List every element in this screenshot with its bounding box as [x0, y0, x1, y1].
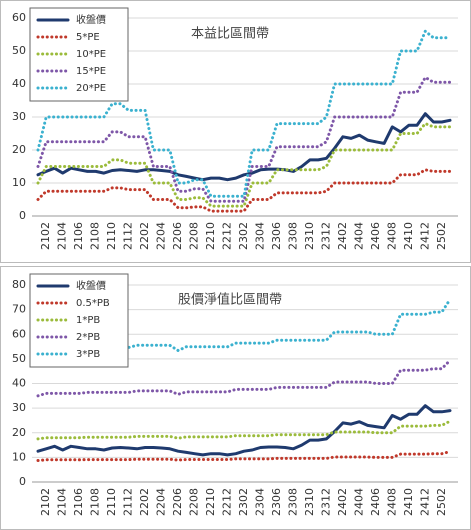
x-tick-label: 2406 [369, 488, 382, 516]
band-line [36, 168, 452, 213]
y-tick-label: 40 [12, 77, 26, 90]
price-line [36, 112, 452, 182]
x-tick-label: 2404 [352, 488, 365, 516]
legend-label: 0.5*PB [76, 298, 110, 309]
x-tick-label: 2210 [204, 222, 217, 250]
band-line [36, 419, 452, 441]
x-tick-label: 2212 [221, 222, 234, 250]
x-tick-label: 2306 [270, 222, 283, 250]
y-tick-label: 30 [12, 401, 26, 414]
y-tick-label: 20 [12, 426, 26, 439]
x-tick-label: 2310 [303, 488, 316, 516]
x-tick-label: 2312 [319, 488, 332, 516]
chart-title: 本益比區間帶 [191, 27, 269, 42]
legend-label: 20*PE [76, 83, 106, 94]
band-line [36, 450, 452, 462]
band-line [36, 75, 452, 203]
x-tick-label: 2202 [138, 222, 151, 250]
x-tick-label: 2210 [204, 488, 217, 516]
x-tick-label: 2308 [286, 488, 299, 516]
x-tick-label: 2402 [336, 488, 349, 516]
x-tick-label: 2204 [155, 488, 168, 516]
x-tick-label: 2212 [221, 488, 234, 516]
y-tick-label: 60 [12, 11, 26, 24]
y-tick-label: 0 [19, 209, 26, 222]
x-tick-label: 2408 [385, 488, 398, 516]
x-tick-label: 2404 [352, 222, 365, 250]
legend-label: 收盤價 [76, 13, 106, 26]
y-tick-label: 10 [12, 450, 26, 463]
x-tick-label: 2208 [188, 488, 201, 516]
x-tick-label: 2206 [171, 222, 184, 250]
x-tick-label: 2112 [122, 222, 135, 250]
x-tick-label: 2406 [369, 222, 382, 250]
chart-title: 股價淨值比區間帶 [178, 292, 282, 308]
y-tick-label: 60 [12, 327, 26, 340]
x-tick-label: 2104 [56, 488, 69, 516]
x-tick-label: 2306 [270, 488, 283, 516]
legend-label: 5*PE [76, 32, 100, 43]
x-tick-label: 2412 [418, 488, 431, 516]
x-tick-label: 2412 [418, 222, 431, 250]
x-tick-label: 2112 [122, 488, 135, 516]
legend-label: 3*PB [76, 349, 100, 360]
x-tick-label: 2310 [303, 222, 316, 250]
band-line [36, 358, 452, 398]
y-tick-label: 20 [12, 143, 26, 156]
x-tick-label: 2312 [319, 222, 332, 250]
x-tick-label: 2110 [105, 222, 118, 250]
x-tick-label: 2102 [39, 222, 52, 250]
x-tick-label: 2302 [237, 222, 250, 250]
x-tick-label: 2408 [385, 222, 398, 250]
band-line [36, 29, 452, 198]
x-tick-label: 2308 [286, 222, 299, 250]
legend-label: 收盤價 [76, 279, 106, 292]
y-tick-label: 0 [19, 475, 26, 488]
x-tick-label: 2206 [171, 488, 184, 516]
x-tick-label: 2108 [89, 222, 102, 250]
x-tick-label: 2502 [435, 222, 448, 250]
x-tick-label: 2110 [105, 488, 118, 516]
y-tick-label: 80 [12, 278, 26, 291]
x-tick-label: 2204 [155, 222, 168, 250]
x-tick-label: 2108 [89, 488, 102, 516]
y-tick-label: 30 [12, 110, 26, 123]
legend-label: 1*PB [76, 315, 100, 326]
x-tick-label: 2304 [253, 488, 266, 516]
y-tick-label: 40 [12, 377, 26, 390]
x-tick-label: 2402 [336, 222, 349, 250]
x-tick-label: 2104 [56, 222, 69, 250]
x-tick-label: 2202 [138, 488, 151, 516]
y-tick-label: 50 [12, 44, 26, 57]
x-tick-label: 2106 [72, 222, 85, 250]
x-tick-label: 2410 [402, 488, 415, 516]
x-tick-label: 2106 [72, 488, 85, 516]
x-tick-label: 2410 [402, 222, 415, 250]
y-tick-label: 10 [12, 176, 26, 189]
y-tick-label: 50 [12, 352, 26, 365]
band-line [36, 122, 452, 208]
x-tick-label: 2102 [39, 488, 52, 516]
legend-label: 2*PB [76, 332, 100, 343]
legend-label: 10*PE [76, 49, 106, 60]
x-tick-label: 2304 [253, 222, 266, 250]
x-tick-label: 2208 [188, 222, 201, 250]
x-tick-label: 2302 [237, 488, 250, 516]
x-tick-label: 2502 [435, 488, 448, 516]
y-tick-label: 70 [12, 303, 26, 316]
price-line [36, 404, 452, 457]
legend-label: 15*PE [76, 66, 106, 77]
